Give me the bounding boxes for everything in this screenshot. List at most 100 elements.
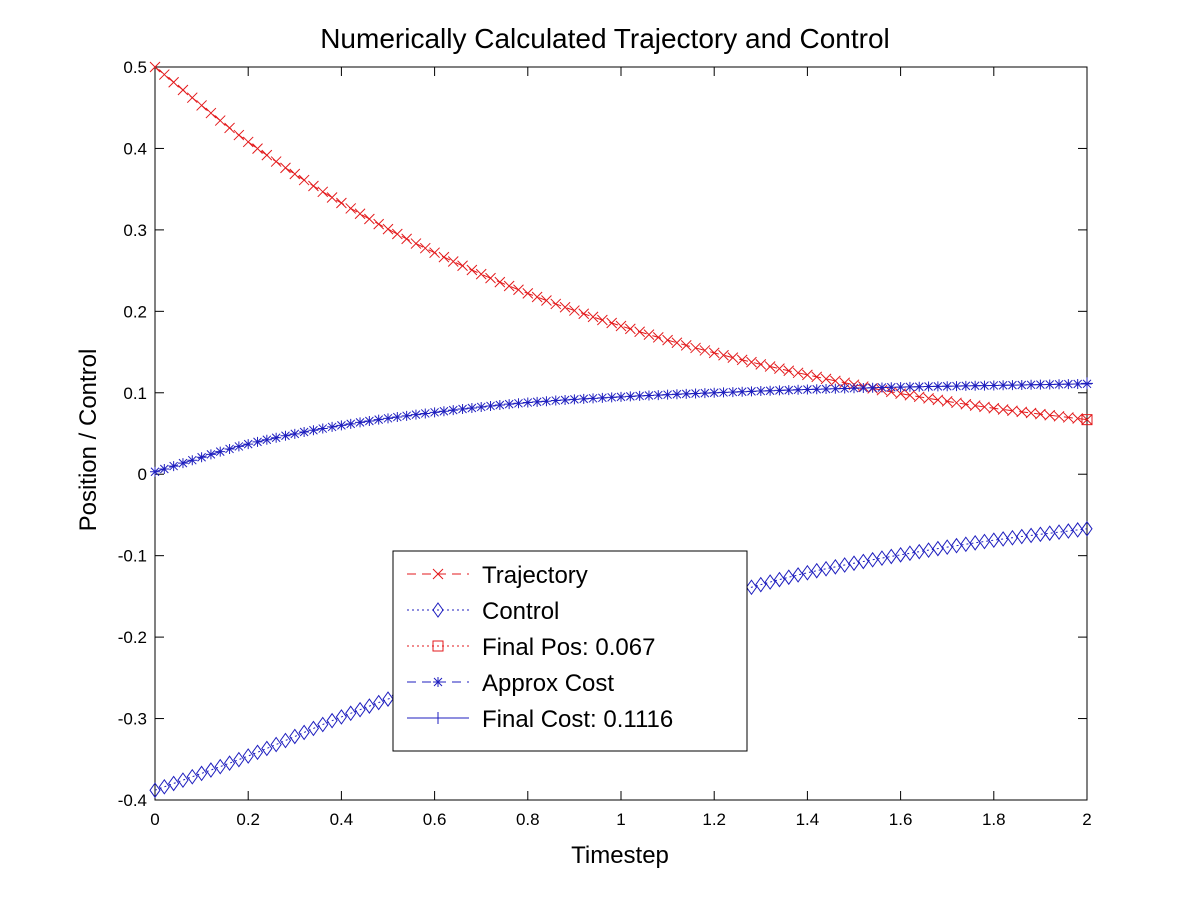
series-0-marker bbox=[969, 400, 981, 411]
series-3-marker bbox=[932, 381, 943, 392]
series-3-marker bbox=[457, 404, 468, 415]
series-1-marker bbox=[1053, 524, 1065, 540]
series-0-marker bbox=[447, 256, 459, 267]
series-0-marker bbox=[354, 208, 366, 220]
series-1-marker bbox=[960, 536, 972, 553]
series-0-marker bbox=[522, 288, 534, 299]
legend-label: Final Cost: 0.1116 bbox=[482, 706, 673, 733]
series-0-marker bbox=[252, 143, 263, 154]
series-3-marker bbox=[1044, 379, 1055, 390]
series-3-marker bbox=[336, 420, 347, 431]
chart-title: Numerically Calculated Trajectory and Co… bbox=[320, 23, 890, 54]
series-1-marker bbox=[382, 691, 394, 707]
series-0-marker bbox=[410, 238, 422, 249]
series-3-marker bbox=[466, 402, 477, 413]
series-0-marker bbox=[550, 298, 562, 310]
series-1-marker bbox=[205, 762, 217, 778]
series-0-marker bbox=[224, 122, 235, 134]
series-3-marker bbox=[709, 387, 720, 398]
series-3-marker bbox=[662, 389, 673, 400]
series-1-marker bbox=[1081, 520, 1093, 537]
series-3-marker bbox=[1026, 379, 1037, 390]
x-tick-label: 1.8 bbox=[982, 810, 1006, 829]
x-tick-label: 0 bbox=[150, 810, 159, 829]
series-0-marker bbox=[317, 186, 329, 198]
series-0-marker bbox=[708, 347, 720, 359]
series-3-marker bbox=[196, 452, 207, 463]
series-0-marker bbox=[298, 174, 310, 186]
series-1-marker bbox=[885, 548, 897, 565]
series-1-marker bbox=[764, 574, 776, 590]
series-1-marker bbox=[1016, 528, 1028, 545]
series-1-marker bbox=[317, 716, 329, 733]
series-0-marker bbox=[401, 233, 412, 245]
series-0-marker bbox=[783, 365, 795, 377]
series-0-marker bbox=[913, 391, 925, 403]
series-3-marker bbox=[252, 436, 263, 447]
series-0-line bbox=[154, 66, 1088, 421]
legend-entry: Trajectory bbox=[407, 562, 588, 589]
series-3-marker bbox=[383, 413, 393, 424]
series-1-marker bbox=[950, 537, 963, 554]
series-3-marker bbox=[401, 410, 412, 421]
series-3-marker bbox=[606, 392, 617, 403]
series-3-marker bbox=[858, 382, 869, 393]
series-1-marker bbox=[867, 551, 879, 568]
series-3-marker bbox=[410, 409, 421, 420]
series-3-marker bbox=[494, 400, 505, 411]
x-tick-label: 1.4 bbox=[796, 810, 820, 829]
legend-entry: Final Pos: 0.067 bbox=[407, 634, 655, 661]
series-3-marker bbox=[177, 458, 188, 469]
series-1-marker bbox=[988, 532, 1000, 549]
series-1-marker bbox=[932, 540, 944, 557]
series-0-marker bbox=[419, 242, 431, 254]
y-tick-label: 0.2 bbox=[123, 302, 147, 321]
series-0-marker bbox=[941, 396, 953, 407]
y-tick-label: -0.1 bbox=[118, 547, 147, 566]
series-1-marker bbox=[373, 694, 385, 711]
series-3-marker bbox=[1035, 379, 1046, 390]
series-0-marker bbox=[466, 264, 478, 276]
series-0-marker bbox=[475, 268, 487, 280]
series-3-marker bbox=[979, 380, 990, 391]
series-1-marker bbox=[783, 569, 795, 586]
series-0-marker bbox=[979, 401, 990, 413]
series-0-marker bbox=[774, 363, 785, 375]
series-1-marker bbox=[745, 579, 758, 596]
legend-marker bbox=[432, 712, 444, 724]
series-3-marker bbox=[420, 408, 431, 419]
series-3-marker bbox=[299, 427, 310, 438]
series-1-marker bbox=[345, 705, 357, 722]
series-0-marker bbox=[494, 276, 506, 288]
series-1-marker bbox=[792, 567, 804, 583]
series-0-marker bbox=[615, 320, 627, 332]
series-0-marker bbox=[923, 393, 934, 404]
series-1-marker bbox=[997, 531, 1009, 547]
series-0-marker bbox=[261, 149, 273, 161]
series-3-marker bbox=[522, 397, 533, 408]
series-3-marker bbox=[793, 384, 804, 395]
legend-marker bbox=[432, 602, 444, 618]
series-0-marker bbox=[680, 340, 692, 351]
series-3-marker bbox=[1016, 379, 1027, 390]
series-1-line bbox=[154, 528, 1088, 791]
series-0-marker bbox=[1025, 407, 1037, 419]
series-0-marker bbox=[326, 192, 338, 203]
y-tick-label: -0.3 bbox=[118, 710, 147, 729]
series-3-marker bbox=[550, 395, 561, 406]
series-0-marker bbox=[186, 92, 198, 104]
series-0-marker bbox=[308, 180, 319, 192]
series-3-marker bbox=[373, 414, 384, 425]
x-tick-label: 1.2 bbox=[702, 810, 726, 829]
series-3-marker bbox=[653, 390, 664, 401]
series-1-marker bbox=[1062, 523, 1074, 539]
legend-marker bbox=[433, 677, 443, 687]
series-3-marker bbox=[746, 386, 757, 397]
series-3-marker bbox=[271, 432, 282, 443]
series-3-marker bbox=[774, 385, 785, 396]
series-1-marker bbox=[335, 709, 348, 725]
series-0-marker bbox=[1007, 405, 1018, 417]
series-3-marker bbox=[849, 383, 859, 394]
series-0-marker bbox=[149, 61, 161, 73]
series-4-point bbox=[1081, 377, 1093, 390]
